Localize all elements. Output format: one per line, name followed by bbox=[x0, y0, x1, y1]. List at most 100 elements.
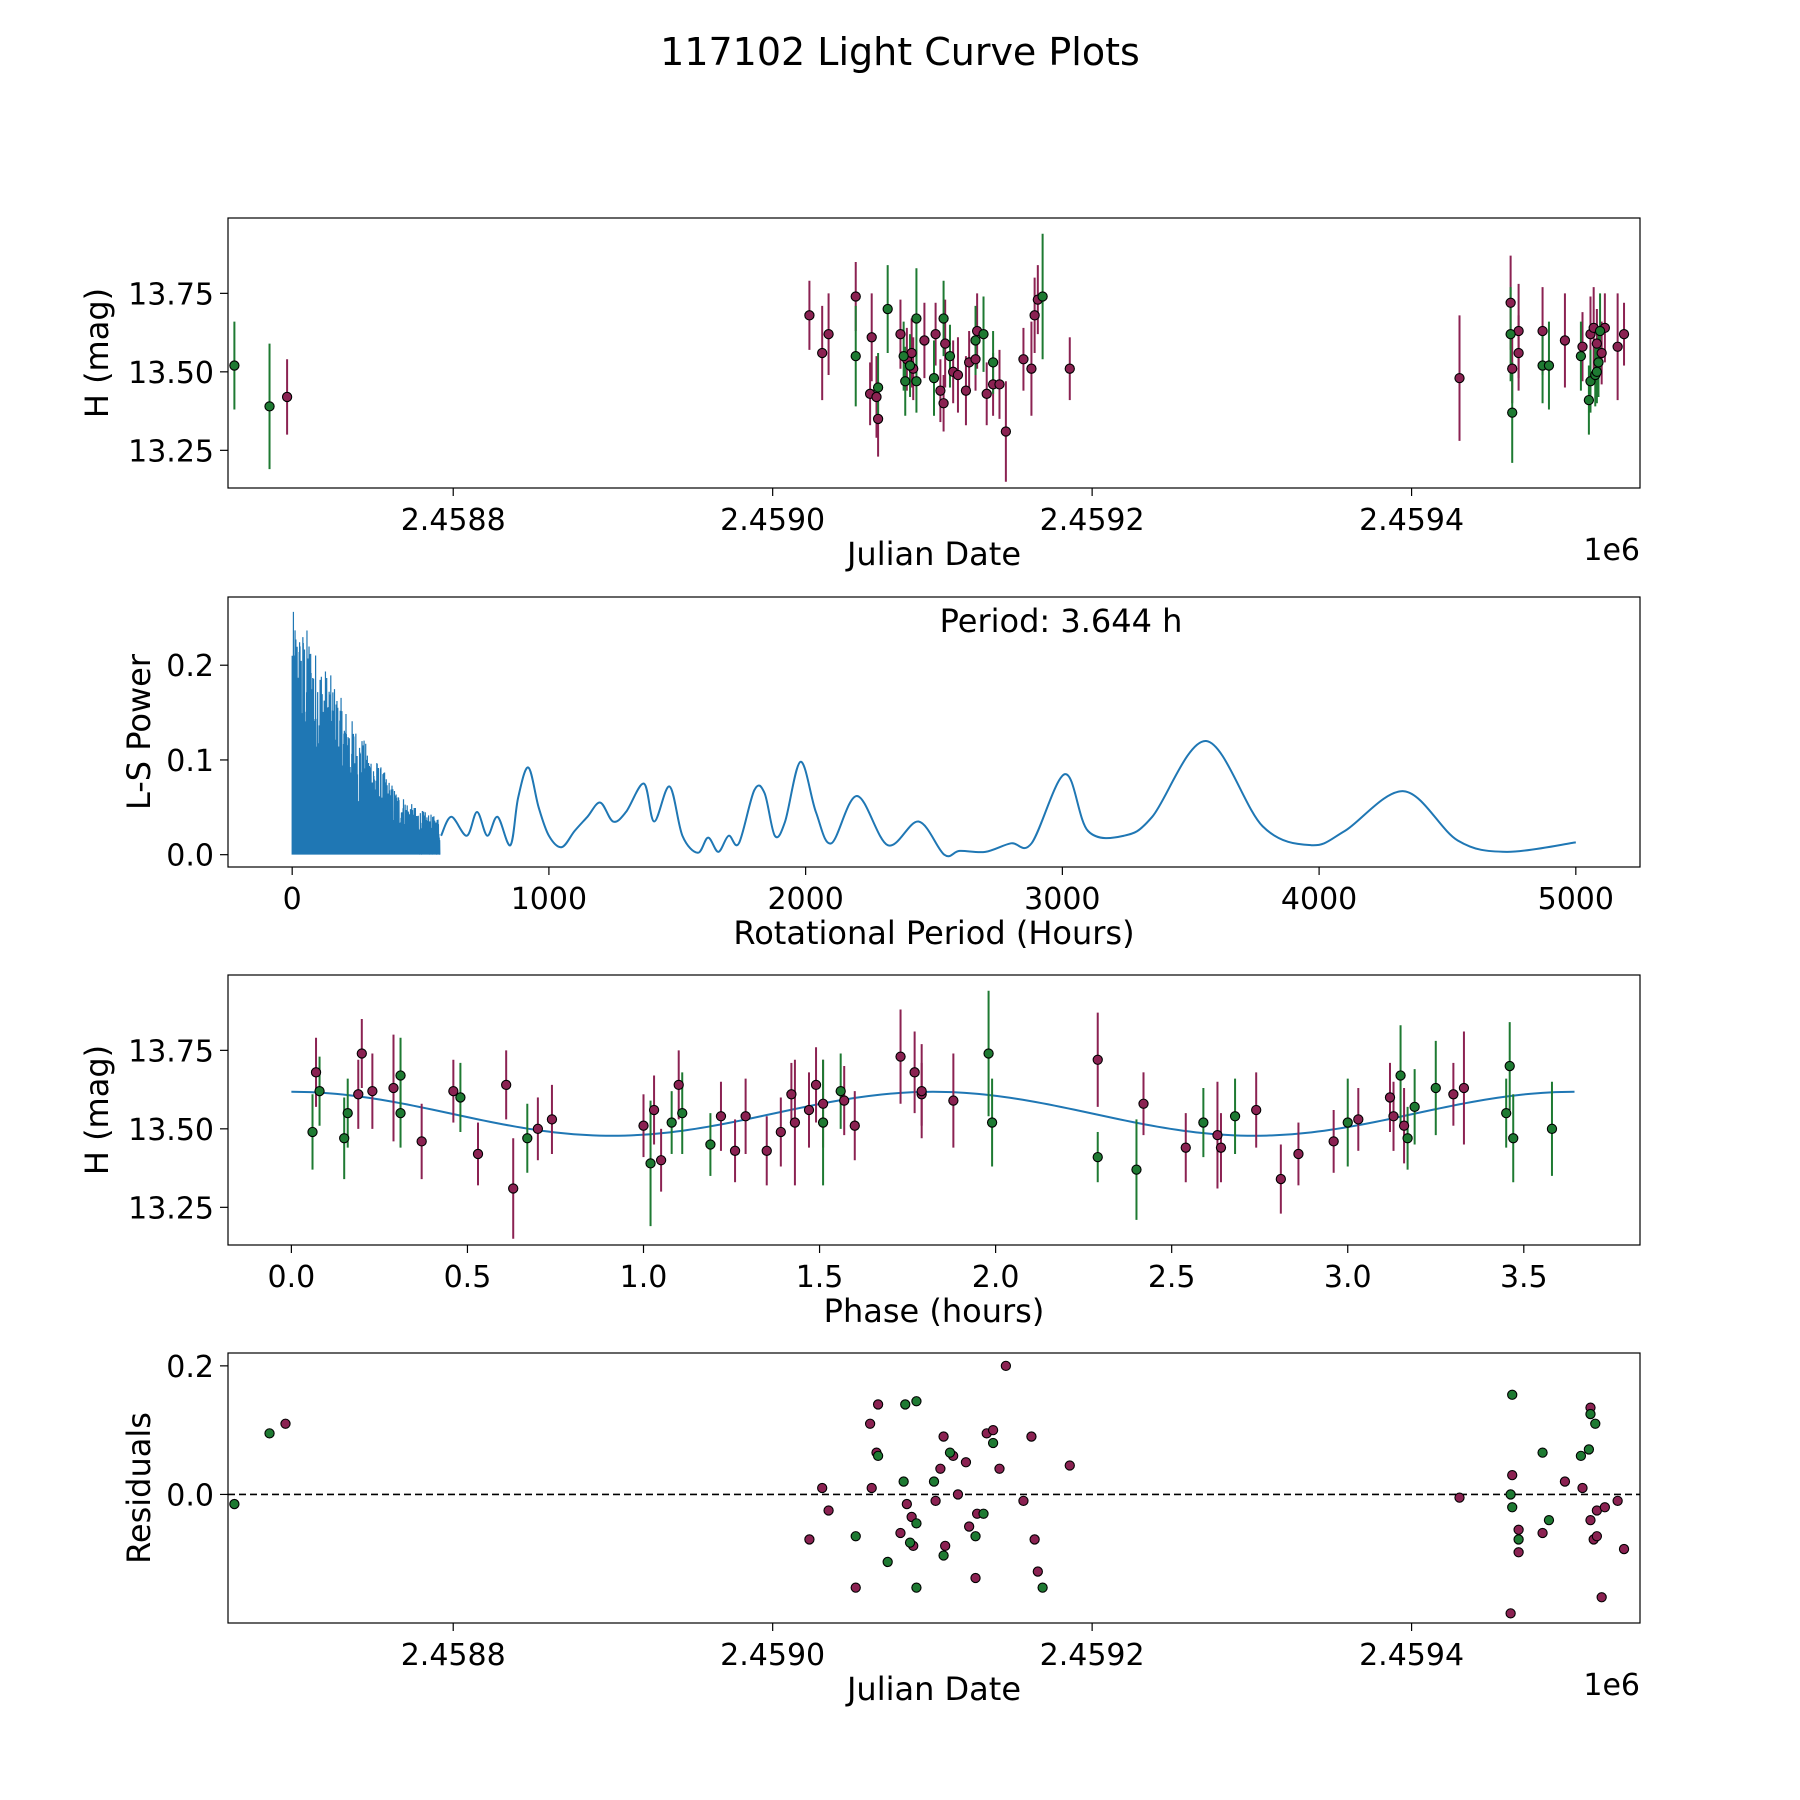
green-point bbox=[970, 1531, 981, 1542]
magenta-point bbox=[532, 1123, 544, 1134]
periodogram-spikes bbox=[291, 611, 441, 855]
magenta-point bbox=[1599, 1502, 1611, 1513]
magenta-point bbox=[1064, 363, 1075, 374]
magenta-point bbox=[1018, 1495, 1029, 1507]
green-point bbox=[904, 1537, 916, 1548]
green-point bbox=[904, 360, 916, 371]
green-point bbox=[339, 1133, 350, 1144]
green-point bbox=[970, 335, 981, 346]
magenta-point bbox=[1293, 1148, 1304, 1160]
x-tick-label: 2.4588 bbox=[401, 1638, 506, 1673]
magenta-point bbox=[1591, 338, 1603, 349]
x-tick-label: 2.0 bbox=[972, 1260, 1020, 1295]
magenta-point bbox=[416, 1136, 427, 1147]
green-point bbox=[1513, 1534, 1524, 1545]
green-point bbox=[1402, 1133, 1413, 1144]
magenta-point bbox=[981, 388, 992, 399]
magenta-point bbox=[930, 329, 941, 340]
lightcurve-panel: 2.4588 2.4590 2.4592 2.4594 13.25 13.50 13.75 J… bbox=[78, 217, 1641, 573]
green-point bbox=[395, 1107, 406, 1119]
x-offset-label: 1e6 bbox=[1583, 533, 1640, 568]
x-tick-label: 2.4594 bbox=[1359, 1638, 1464, 1673]
green-point bbox=[677, 1107, 688, 1119]
magenta-point bbox=[789, 1117, 801, 1128]
green-point bbox=[522, 1133, 533, 1144]
x-tick-label: 5000 bbox=[1538, 882, 1614, 917]
green-point bbox=[1505, 329, 1516, 340]
magenta-point bbox=[952, 369, 964, 381]
magenta-point bbox=[1029, 1534, 1040, 1545]
magenta-point bbox=[935, 385, 946, 396]
green-point bbox=[1591, 366, 1603, 377]
magenta-point bbox=[817, 1098, 829, 1109]
magenta-point bbox=[895, 1051, 906, 1062]
magenta-point bbox=[1180, 1142, 1191, 1153]
green-point bbox=[987, 357, 999, 368]
green-point bbox=[455, 1092, 466, 1103]
green-point bbox=[1504, 1060, 1515, 1072]
green-point bbox=[872, 1450, 884, 1462]
magenta-point bbox=[960, 1457, 972, 1468]
green-point bbox=[1546, 1123, 1558, 1134]
magenta-point bbox=[895, 1527, 906, 1539]
magenta-point bbox=[508, 1183, 519, 1194]
magenta-point bbox=[1138, 1098, 1149, 1109]
magenta-point bbox=[388, 1082, 399, 1094]
x-tick-label: 2000 bbox=[767, 882, 843, 917]
figure-title: 117102 Light Curve Plots bbox=[660, 30, 1140, 74]
residuals-axes-frame bbox=[227, 1352, 1641, 1624]
magenta-point bbox=[1507, 363, 1518, 374]
x-tick-label: 2.4590 bbox=[720, 1638, 825, 1673]
green-point bbox=[1543, 360, 1555, 371]
green-point bbox=[1092, 1151, 1103, 1163]
magenta-point bbox=[872, 413, 884, 425]
green-point bbox=[928, 372, 940, 384]
green-point bbox=[1537, 1447, 1548, 1458]
magenta-point bbox=[786, 1089, 797, 1100]
y-tick-label: 0.2 bbox=[166, 1350, 214, 1385]
green-point bbox=[1037, 291, 1048, 302]
magenta-point bbox=[938, 398, 949, 409]
magenta-point bbox=[1458, 1082, 1470, 1094]
y-tick-label: 13.25 bbox=[128, 434, 214, 469]
green-point bbox=[911, 1518, 922, 1529]
magenta-point bbox=[1507, 1469, 1518, 1481]
magenta-point bbox=[1215, 1142, 1227, 1153]
magenta-point bbox=[1026, 1431, 1037, 1442]
phased-panel: 0.0 0.5 1.0 1.5 2.0 2.5 3.0 3.5 13.25 13.50 13.75 P… bbox=[78, 974, 1641, 1330]
magenta-point bbox=[817, 1482, 828, 1494]
magenta-point bbox=[994, 379, 1005, 390]
x-tick-label: 4000 bbox=[1281, 882, 1357, 917]
magenta-point bbox=[1618, 329, 1630, 340]
green-point bbox=[1583, 394, 1595, 406]
magenta-point bbox=[919, 335, 930, 346]
green-point bbox=[1409, 1101, 1420, 1113]
x-axis-label: Julian Date bbox=[845, 1670, 1021, 1708]
magenta-point bbox=[1513, 1524, 1524, 1535]
x-tick-label: 0.5 bbox=[444, 1260, 492, 1295]
y-tick-label: 13.50 bbox=[128, 1113, 214, 1148]
magenta-point bbox=[1577, 341, 1588, 352]
green-point bbox=[1507, 1502, 1518, 1513]
y-tick-label: 13.50 bbox=[128, 356, 214, 391]
green-point bbox=[944, 350, 956, 362]
green-point bbox=[1395, 1070, 1406, 1081]
magenta-point bbox=[866, 332, 877, 343]
green-point bbox=[705, 1139, 716, 1150]
green-point bbox=[898, 350, 909, 362]
green-point bbox=[1037, 1582, 1048, 1593]
magenta-point bbox=[638, 1120, 649, 1131]
magenta-point bbox=[804, 1534, 815, 1545]
green-point bbox=[835, 1086, 846, 1097]
x-tick-label: 2.4590 bbox=[720, 503, 825, 538]
y-tick-label: 13.75 bbox=[128, 277, 214, 312]
magenta-point bbox=[775, 1126, 786, 1138]
magenta-point bbox=[864, 1418, 876, 1429]
magenta-point bbox=[1448, 1089, 1459, 1100]
green-point bbox=[872, 382, 884, 393]
x-axis-label: Julian Date bbox=[845, 535, 1021, 573]
magenta-point bbox=[448, 1086, 459, 1097]
y-axis-label: H (mag) bbox=[78, 1045, 116, 1175]
magenta-point bbox=[1454, 372, 1465, 384]
